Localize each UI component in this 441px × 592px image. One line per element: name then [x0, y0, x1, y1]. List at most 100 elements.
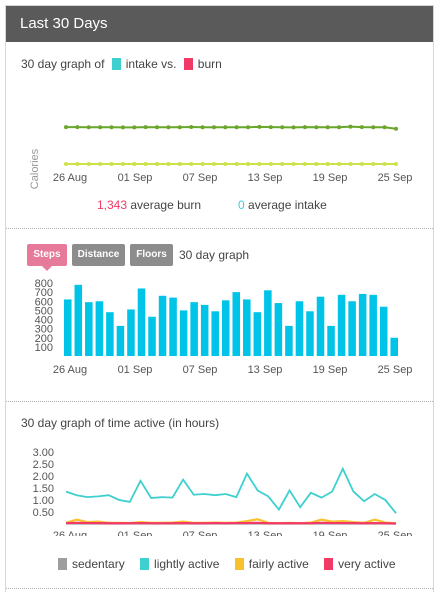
- sedentary-legend-label: sedentary: [72, 557, 125, 571]
- intake-point: [132, 162, 137, 166]
- calories-chart: Calories 26 Aug 01 Sep 07 Sep 13 Sep 19 Sep 2…: [29, 124, 413, 189]
- intake-point: [120, 162, 125, 166]
- y-tick-label: 0.50: [33, 507, 54, 519]
- average-burn: 1,343 average burn: [97, 198, 201, 212]
- burn-point: [291, 125, 296, 130]
- burn-point: [143, 125, 148, 130]
- lightly-active-series-line: [65, 466, 397, 514]
- section-divider: [6, 588, 433, 589]
- burn-point: [166, 125, 171, 130]
- steps-bar: [390, 337, 398, 356]
- steps-bar: [358, 293, 367, 356]
- x-tick-label: 26 Aug: [53, 172, 87, 184]
- steps-bar: [85, 302, 93, 356]
- steps-bar: [348, 301, 356, 356]
- steps-bar: [316, 296, 325, 356]
- tab-steps[interactable]: Steps: [27, 244, 67, 271]
- very-active-legend-label: very active: [338, 557, 396, 571]
- x-tick-label: 26 Aug: [53, 530, 87, 536]
- average-intake-label: average intake: [248, 198, 327, 212]
- steps-bar: [295, 301, 304, 356]
- intake-point: [337, 162, 342, 166]
- y-tick-label: 100: [35, 342, 53, 354]
- x-tick-label: 25 Sep: [378, 364, 413, 376]
- x-tick-label: 01 Sep: [118, 364, 153, 376]
- x-tick-label: 13 Sep: [248, 530, 283, 536]
- steps-bar: [158, 295, 167, 356]
- burn-point: [234, 125, 239, 130]
- burn-point: [109, 125, 114, 130]
- y-tick-label: 700: [35, 287, 53, 299]
- section-divider: [6, 401, 433, 402]
- x-tick-label: 26 Aug: [53, 364, 87, 376]
- y-tick-label: 1.50: [33, 483, 54, 495]
- burn-point: [394, 126, 398, 131]
- steps-bar: [106, 312, 114, 356]
- burn-legend-label: burn: [197, 57, 222, 71]
- steps-bar: [190, 302, 198, 356]
- intake-point: [189, 162, 194, 166]
- x-tick-label: 13 Sep: [248, 364, 283, 376]
- average-burn-label: average burn: [130, 198, 202, 212]
- x-tick-label: 01 Sep: [118, 530, 153, 536]
- intake-point: [211, 162, 216, 166]
- burn-point: [211, 125, 216, 130]
- calories-legend-prefix: 30 day graph of: [21, 57, 105, 71]
- intake-point: [257, 162, 262, 166]
- y-tick-label: 2.00: [33, 471, 54, 483]
- steps-bar: [379, 306, 388, 356]
- burn-point: [86, 125, 91, 130]
- intake-point: [314, 162, 319, 166]
- intake-point: [200, 162, 205, 166]
- steps-bar: [116, 325, 125, 356]
- activity-legend: sedentary lightly active fairly active v…: [54, 557, 396, 571]
- x-tick-label: 07 Sep: [183, 172, 218, 184]
- burn-point: [257, 124, 262, 129]
- intake-point: [155, 162, 160, 166]
- burn-point: [177, 125, 182, 130]
- x-tick-label: 25 Sep: [378, 172, 413, 184]
- very-active-series-line: [65, 521, 397, 525]
- panel-title: Last 30 Days: [6, 6, 433, 42]
- intake-point: [268, 162, 273, 166]
- x-tick-label: 25 Sep: [378, 530, 413, 536]
- intake-point: [98, 162, 103, 166]
- average-intake: 0 average intake: [238, 198, 327, 212]
- intake-point: [291, 162, 296, 166]
- burn-point: [371, 125, 376, 130]
- intake-point: [382, 162, 387, 166]
- intake-point: [166, 162, 171, 166]
- y-tick-label: 400: [35, 315, 53, 327]
- x-tick-label: 19 Sep: [313, 530, 348, 536]
- steps-bar: [127, 309, 135, 356]
- steps-bar: [264, 290, 272, 356]
- intake-point: [143, 162, 148, 166]
- burn-point: [348, 124, 353, 129]
- burn-point: [120, 125, 125, 130]
- x-tick-label: 01 Sep: [118, 172, 153, 184]
- intake-point: [75, 162, 80, 166]
- intake-point: [109, 162, 114, 166]
- sedentary-swatch-icon: [58, 558, 67, 570]
- burn-point: [64, 125, 68, 130]
- steps-bar: [306, 311, 314, 356]
- burn-point: [246, 125, 251, 130]
- tab-distance[interactable]: Distance: [72, 244, 125, 266]
- calories-legend: 30 day graph of intake vs. burn: [21, 57, 222, 71]
- steps-bar: [179, 310, 188, 356]
- tab-floors[interactable]: Floors: [130, 244, 173, 266]
- intake-point: [359, 162, 364, 166]
- y-tick-label: 500: [35, 305, 53, 317]
- active-time-title: 30 day graph of time active (in hours): [21, 416, 220, 430]
- burn-point: [223, 125, 228, 130]
- steps-bar: [200, 304, 209, 356]
- burn-point: [75, 125, 80, 130]
- lightly-active-legend-label: lightly active: [154, 557, 220, 571]
- burn-point: [268, 125, 273, 130]
- active-time-chart: 3.002.502.001.501.000.50 26 Aug 01 Sep 07 S…: [33, 447, 413, 536]
- steps-bar: [243, 299, 251, 356]
- steps-bar: [274, 303, 283, 356]
- fairly-active-swatch-icon: [234, 558, 244, 570]
- x-tick-label: 19 Sep: [313, 172, 348, 184]
